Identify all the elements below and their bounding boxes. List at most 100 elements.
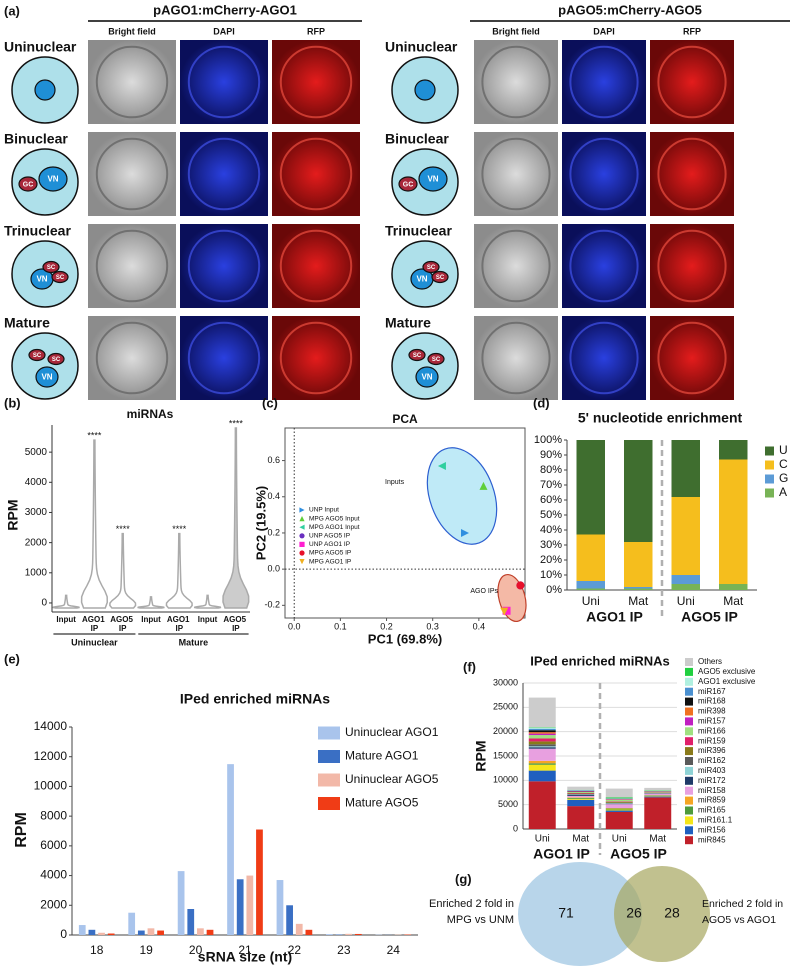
cell-outline bbox=[657, 45, 727, 119]
legend-label: miR172 bbox=[698, 776, 726, 785]
chart-title: 5' nucleotide enrichment bbox=[578, 410, 743, 426]
y-tick-label: 30000 bbox=[493, 677, 518, 687]
bar-segment bbox=[567, 786, 595, 790]
panel-label: (c) bbox=[262, 395, 278, 410]
y-tick-label: 0 bbox=[60, 927, 67, 941]
y-tick-label: 0 bbox=[513, 823, 518, 833]
nucleus-label: VN bbox=[421, 373, 432, 382]
bar bbox=[246, 875, 254, 935]
bar-segment bbox=[605, 811, 633, 829]
legend-label: AGO5 exclusive bbox=[698, 667, 756, 676]
bar bbox=[147, 928, 155, 935]
venn-left bbox=[518, 862, 642, 966]
micrograph bbox=[180, 316, 268, 400]
x-tick-label: Mat bbox=[649, 834, 666, 845]
violin bbox=[137, 596, 165, 609]
cluster-ellipse bbox=[426, 447, 498, 545]
legend-swatch bbox=[685, 766, 693, 775]
stage-label: Trinuclear bbox=[385, 223, 452, 239]
bar bbox=[177, 871, 185, 935]
micrograph bbox=[272, 132, 360, 216]
stage-label: Mature bbox=[385, 315, 431, 331]
cell-outline bbox=[481, 45, 551, 119]
x-tick-label: Input bbox=[56, 615, 76, 624]
bar-segment bbox=[671, 575, 700, 584]
bar-segment bbox=[528, 760, 556, 764]
legend-label: miR166 bbox=[698, 726, 726, 735]
venn-count: 28 bbox=[664, 905, 680, 921]
legend-label: A bbox=[779, 485, 787, 499]
bar-segment bbox=[605, 810, 633, 812]
venn: (g) 71 26 28 Enriched 2 fold in MPG vs U… bbox=[429, 862, 783, 966]
y-tick-label: 12000 bbox=[34, 749, 68, 763]
micrograph bbox=[562, 224, 646, 308]
y-tick-label: 14000 bbox=[34, 719, 68, 733]
venn-label: MPG vs UNM bbox=[447, 914, 514, 926]
y-tick-label: 2000 bbox=[40, 897, 67, 911]
marker bbox=[461, 528, 469, 537]
channel-label: DAPI bbox=[213, 26, 235, 36]
micrograph bbox=[272, 40, 360, 124]
legend-swatch bbox=[318, 726, 340, 740]
significance: **** bbox=[87, 430, 102, 440]
bar bbox=[107, 933, 115, 935]
micrograph bbox=[88, 316, 176, 400]
legend-marker bbox=[299, 541, 305, 547]
x-tick-label: 0.2 bbox=[380, 621, 393, 631]
channel-label: Bright field bbox=[492, 26, 540, 36]
violin bbox=[222, 427, 250, 609]
micrograph bbox=[88, 40, 176, 124]
x-tick-label: 0.4 bbox=[473, 621, 486, 631]
bar bbox=[354, 933, 362, 935]
bar bbox=[227, 764, 234, 935]
x-tick-label: AGO1 IP bbox=[167, 615, 192, 633]
bar-segment bbox=[624, 587, 653, 589]
bar-segment bbox=[528, 697, 556, 728]
bar-segment bbox=[567, 794, 595, 796]
nucleus-label: VN bbox=[41, 373, 52, 382]
bar bbox=[236, 879, 244, 935]
bar-segment bbox=[528, 728, 556, 731]
bar-segment bbox=[528, 733, 556, 736]
legend-label: miR162 bbox=[698, 756, 726, 765]
marker bbox=[479, 481, 488, 490]
cell-outline bbox=[569, 229, 639, 303]
venn-count: 26 bbox=[626, 905, 642, 921]
legend-swatch bbox=[685, 806, 693, 815]
venn-right bbox=[614, 866, 710, 962]
legend-label: miR158 bbox=[698, 786, 726, 795]
legend-swatch bbox=[685, 667, 693, 676]
y-tick-label: 40% bbox=[540, 524, 562, 536]
legend-swatch bbox=[685, 677, 693, 686]
bar-segment bbox=[605, 799, 633, 802]
bar-segment bbox=[528, 741, 556, 745]
bar-segment bbox=[719, 440, 748, 460]
legend-marker bbox=[299, 516, 305, 522]
x-tick-label: Input bbox=[141, 615, 161, 624]
bar bbox=[295, 923, 303, 935]
legend-label: miR161.1 bbox=[698, 816, 733, 825]
bar-segment bbox=[528, 764, 556, 771]
legend-swatch bbox=[318, 750, 340, 763]
x-tick-label: Mat bbox=[572, 834, 589, 845]
legend-label: miR403 bbox=[698, 766, 726, 775]
bar bbox=[206, 929, 214, 935]
legend-label: miR396 bbox=[698, 746, 726, 755]
legend-swatch bbox=[685, 737, 693, 746]
bar-segment bbox=[567, 792, 595, 793]
legend-swatch bbox=[318, 773, 340, 787]
marker bbox=[437, 462, 446, 470]
pollen-diagram bbox=[11, 332, 79, 400]
nucleus bbox=[51, 270, 69, 284]
nucleus bbox=[414, 79, 436, 101]
annotation: AGO IPs bbox=[470, 588, 498, 595]
bar-segment bbox=[528, 746, 556, 748]
legend-marker bbox=[299, 507, 305, 513]
x-tick-label: 0.3 bbox=[426, 621, 439, 631]
y-tick-label: 10000 bbox=[34, 779, 68, 793]
y-tick-label: 8000 bbox=[40, 808, 67, 822]
y-tick-label: 2000 bbox=[25, 537, 48, 548]
nucleus bbox=[427, 352, 445, 366]
bar bbox=[256, 829, 263, 935]
bar-segment bbox=[644, 797, 672, 829]
